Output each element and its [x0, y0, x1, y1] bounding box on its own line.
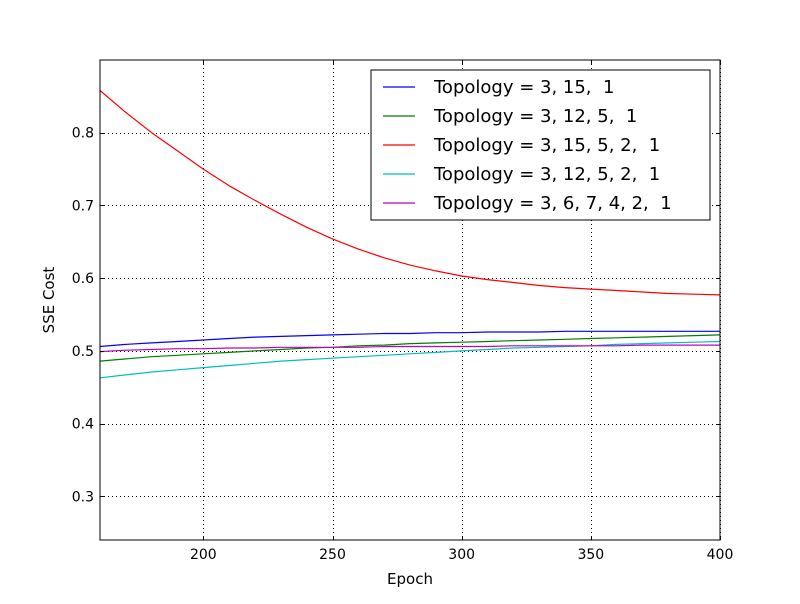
y-tick-label: 0.8 [72, 126, 94, 142]
y-tick-label: 0.5 [72, 344, 94, 360]
series-lines [99, 90, 721, 379]
y-tick-label: 0.3 [72, 489, 94, 505]
series-line [99, 334, 721, 362]
legend-box [370, 69, 711, 221]
legend-items: Topology = 3, 15, 1 Topology = 3, 12, 5, … [383, 77, 672, 214]
x-axis-label: Epoch [387, 570, 433, 588]
legend-entry-label: Topology = 3, 15, 5, 2, 1 [433, 135, 660, 156]
y-tick-label: 0.6 [72, 271, 94, 287]
tick-labels: 200 250 300 350 400 0.3 0.4 0.5 0.6 0.7 0.8 [72, 126, 734, 563]
x-tick-label: 200 [190, 547, 217, 563]
y-tick-label: 0.4 [72, 417, 94, 433]
legend-entry-label: Topology = 3, 12, 5, 1 [433, 106, 637, 127]
legend: Topology = 3, 15, 1 Topology = 3, 12, 5, … [370, 69, 711, 221]
series-line [99, 340, 721, 379]
legend-entry-label: Topology = 3, 6, 7, 4, 2, 1 [433, 193, 672, 214]
y-tick-label: 0.7 [72, 198, 94, 214]
y-axis-label: SSE Cost [40, 267, 58, 334]
series-line [99, 90, 721, 296]
series-line [99, 330, 720, 348]
x-tick-label: 350 [577, 547, 604, 563]
series-line [99, 344, 720, 353]
axis-ticks [100, 60, 721, 540]
legend-entry-label: Topology = 3, 15, 1 [433, 77, 614, 98]
x-tick-label: 400 [707, 547, 734, 563]
x-tick-label: 300 [448, 547, 475, 563]
plot-frame [99, 59, 721, 541]
legend-entry-label: Topology = 3, 12, 5, 2, 1 [433, 164, 660, 185]
x-tick-label: 250 [319, 547, 346, 563]
